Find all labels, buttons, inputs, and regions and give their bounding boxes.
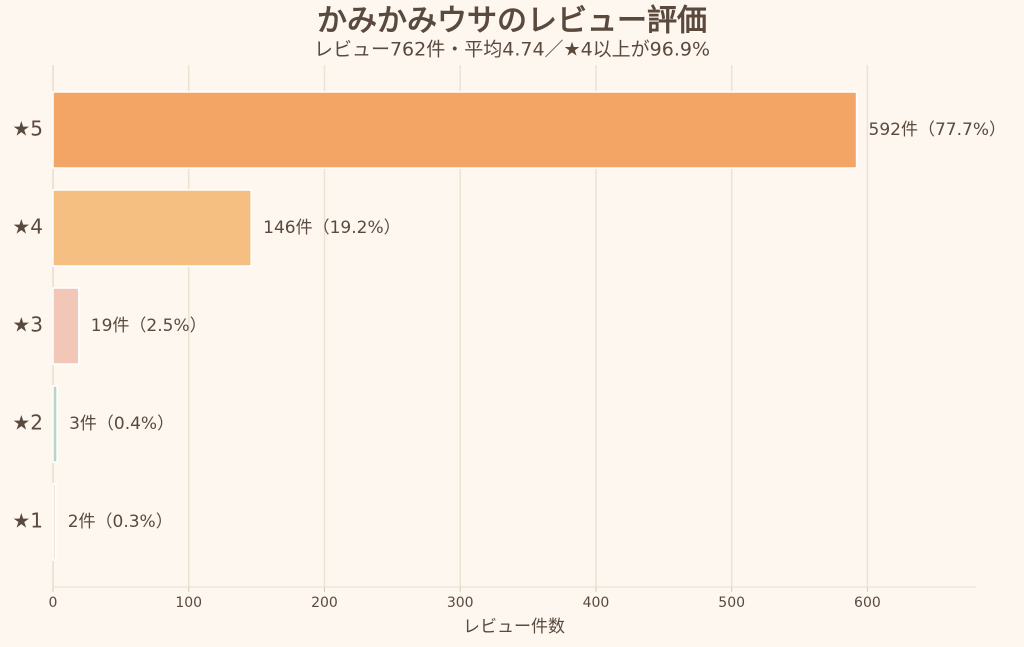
x-tick-label: 300	[447, 595, 474, 611]
y-tick-label: ★5	[12, 117, 43, 141]
y-tick-label: ★3	[12, 313, 43, 337]
bar	[52, 483, 57, 561]
bar	[52, 91, 858, 169]
x-tick-label: 600	[854, 595, 881, 611]
value-label: 3件（0.4%）	[69, 414, 174, 434]
value-label: 592件（77.7%）	[869, 120, 1006, 140]
bar	[52, 287, 80, 365]
x-axis-label: レビュー件数	[463, 617, 565, 637]
x-tick-label: 0	[49, 595, 58, 611]
y-tick-label: ★1	[12, 509, 43, 533]
y-tick-label: ★4	[12, 215, 43, 239]
value-label: 146件（19.2%）	[263, 218, 400, 238]
x-tick-label: 400	[583, 595, 610, 611]
bar	[52, 189, 252, 267]
bar	[52, 385, 58, 463]
chart-subtitle: レビュー762件・平均4.74／★4以上が96.9%	[314, 39, 710, 61]
chart-title: かみかみウサのレビュー評価	[317, 4, 707, 39]
y-tick-label: ★2	[12, 411, 43, 435]
value-label: 2件（0.3%）	[68, 512, 173, 532]
value-label: 19件（2.5%）	[91, 316, 207, 336]
x-tick-label: 100	[175, 595, 202, 611]
x-tick-label: 200	[311, 595, 338, 611]
x-tick-label: 500	[718, 595, 745, 611]
